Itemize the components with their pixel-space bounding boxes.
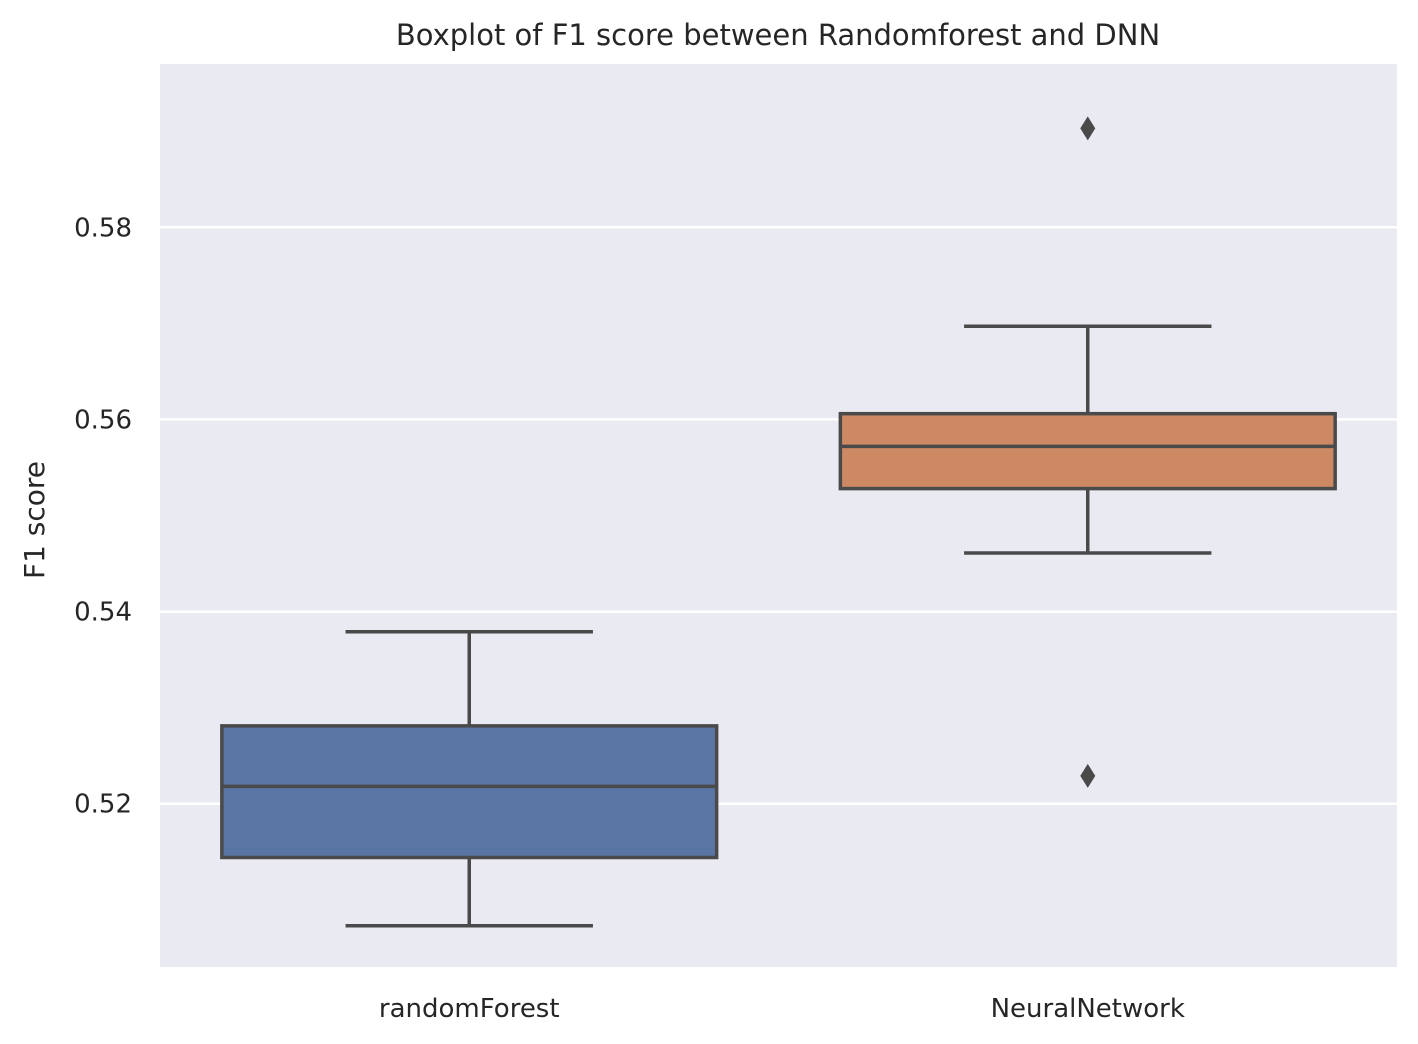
x-tick-label: randomForest bbox=[379, 994, 560, 1024]
outlier-point bbox=[1080, 763, 1096, 788]
x-tick-label: NeuralNetwork bbox=[991, 994, 1185, 1024]
chart-title: Boxplot of F1 score between Randomforest… bbox=[396, 18, 1160, 52]
y-tick-label: 0.56 bbox=[74, 405, 132, 435]
y-tick-label: 0.52 bbox=[74, 790, 132, 820]
box-randomForest bbox=[220, 629, 719, 928]
box-NeuralNetwork bbox=[838, 116, 1337, 788]
y-tick-label: 0.54 bbox=[74, 598, 132, 628]
x-tick-labels: randomForest NeuralNetwork bbox=[379, 994, 1185, 1024]
y-tick-label: 0.58 bbox=[74, 213, 132, 243]
outlier-point bbox=[1080, 116, 1096, 141]
box-series bbox=[220, 116, 1337, 928]
box-iqr bbox=[220, 724, 719, 860]
y-tick-labels: 0.52 0.54 0.56 0.58 bbox=[74, 213, 132, 819]
y-axis-label: F1 score bbox=[18, 461, 51, 579]
box-iqr bbox=[838, 411, 1337, 491]
